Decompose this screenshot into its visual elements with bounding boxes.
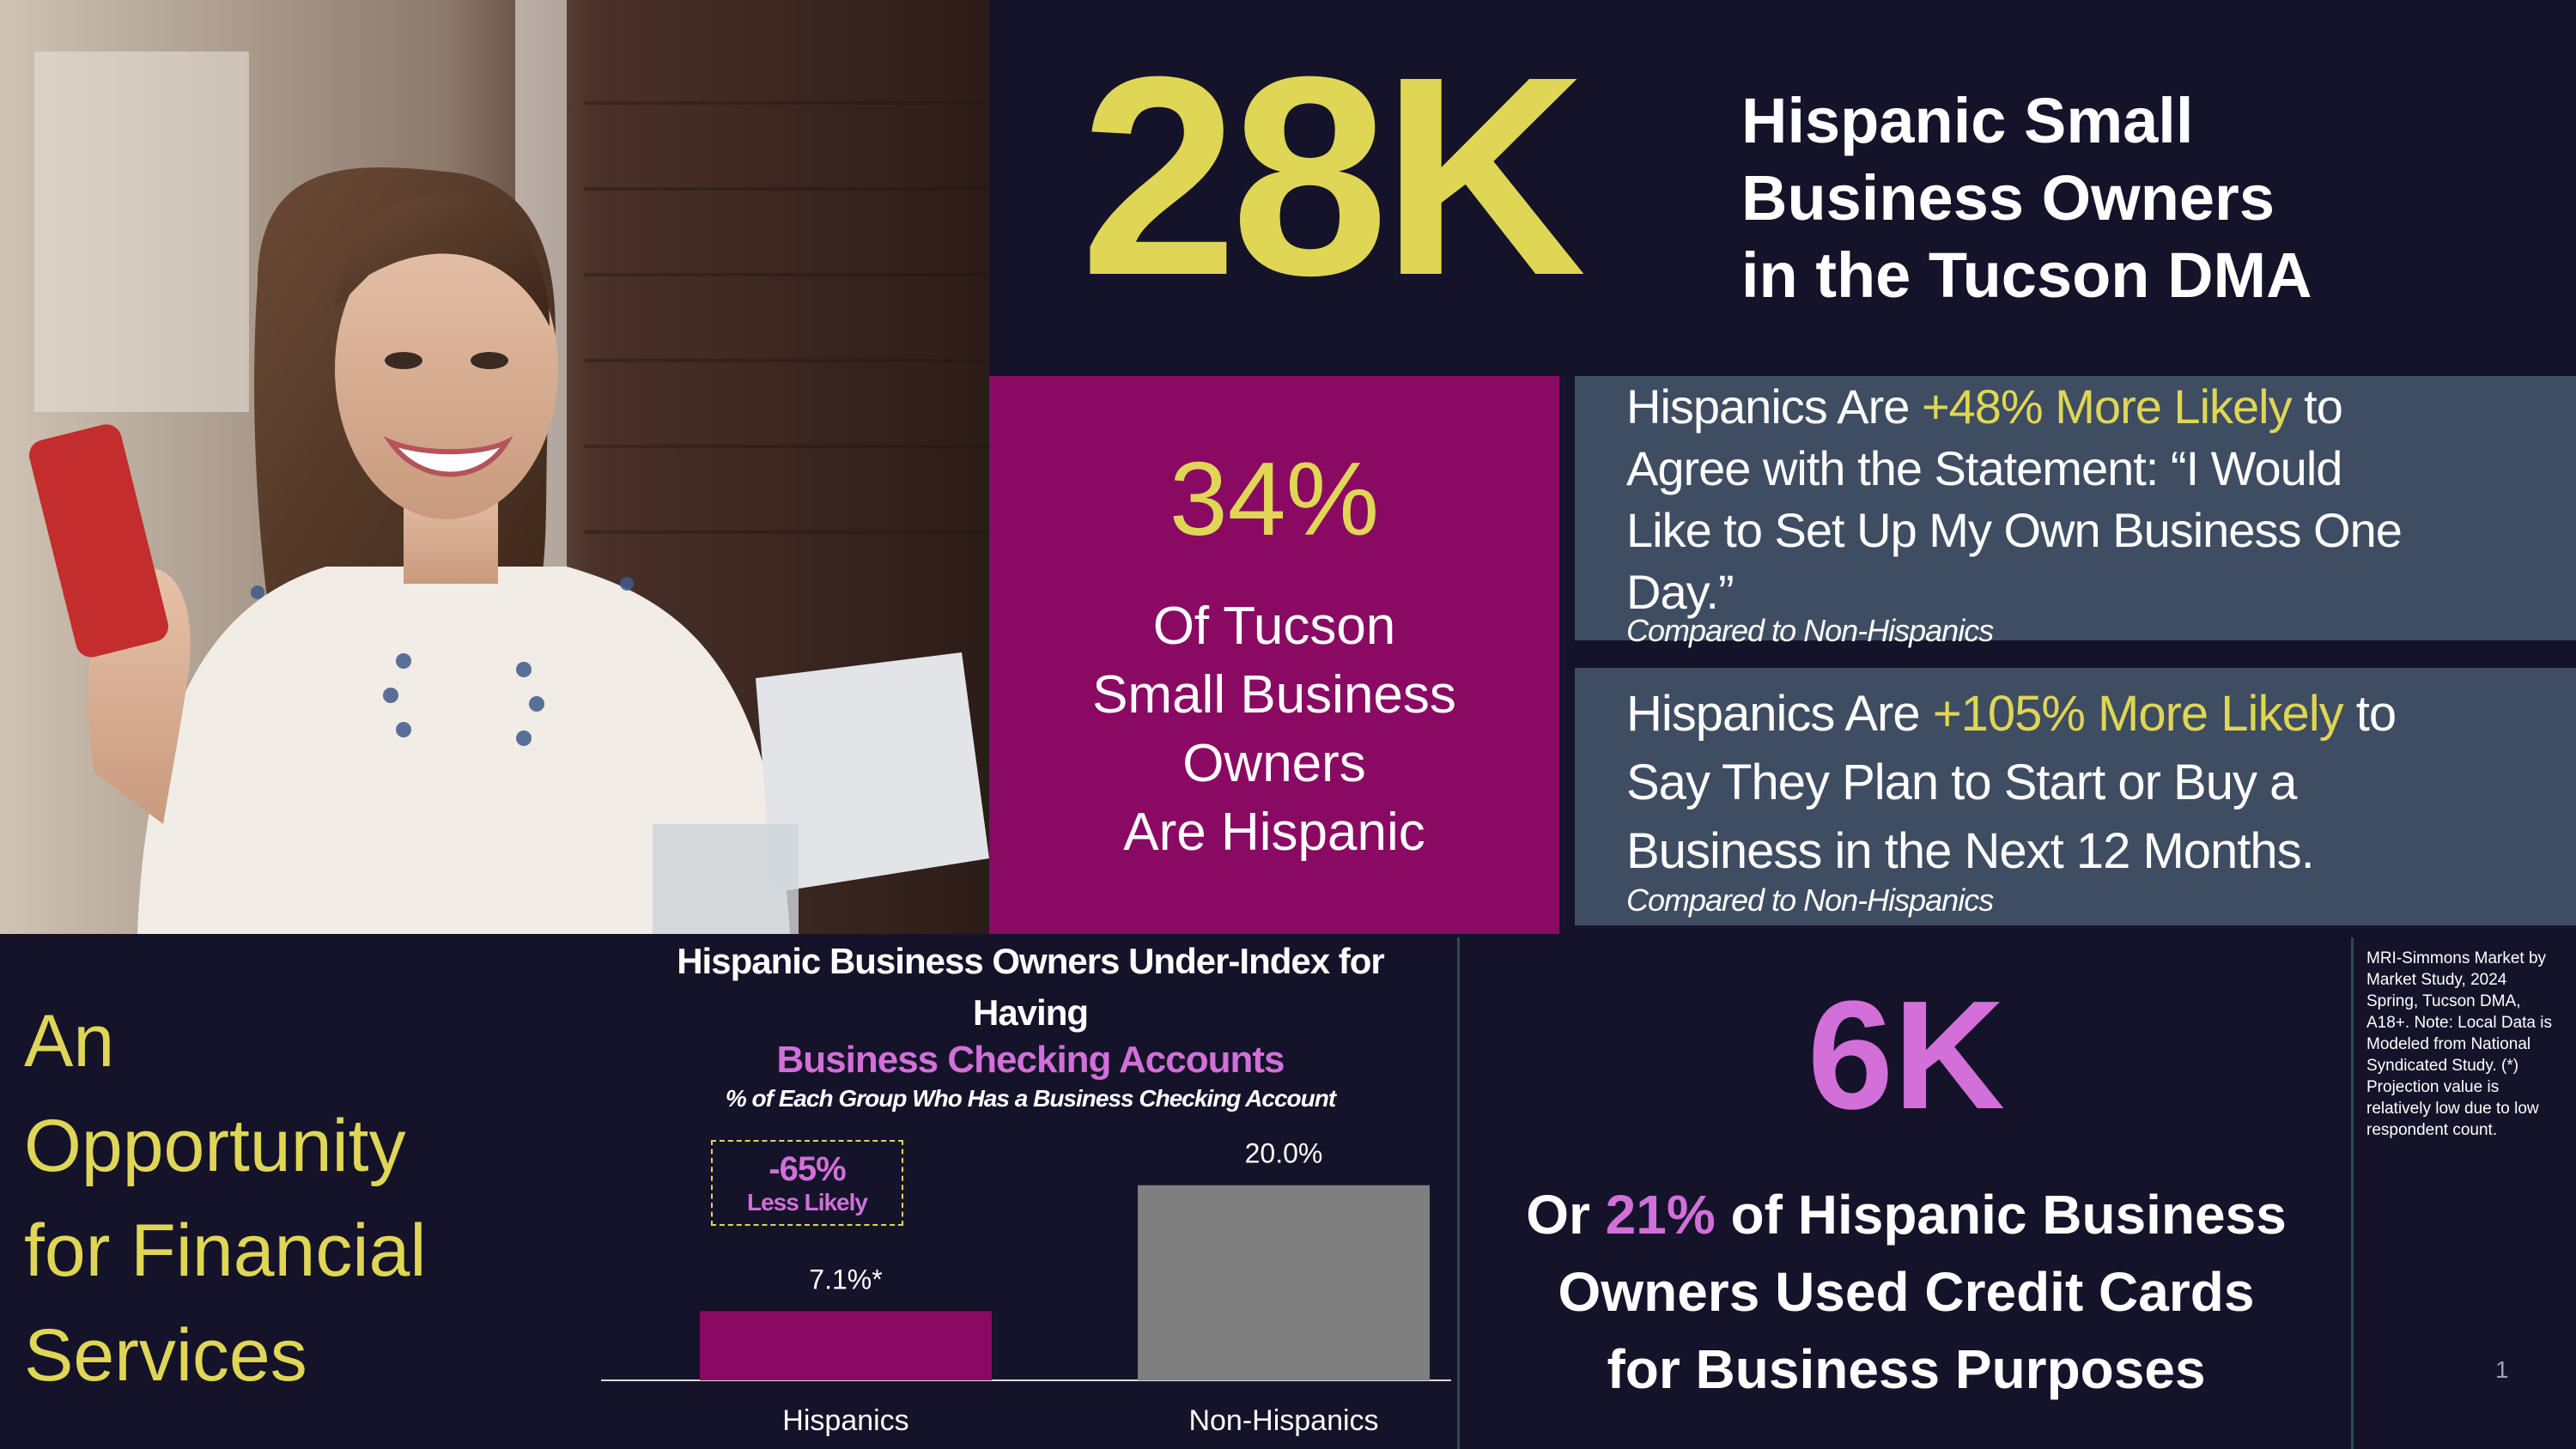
callout-value: -65% <box>769 1150 846 1188</box>
stat-line: Say They Plan to Start or Buy a <box>1626 755 2297 810</box>
stat-own-business-note: Compared to Non-Hispanics <box>1626 613 1994 648</box>
credit-card-line: for Business Purposes <box>1607 1338 2206 1400</box>
stat-panel-start-business: Hispanics Are +105% More Likely to Say T… <box>1575 668 2576 925</box>
stat-start-business-note: Compared to Non-Hispanics <box>1626 882 1994 918</box>
hispanic-share-line: Are Hispanic <box>1123 803 1425 862</box>
x-tick-label: Non-Hispanics <box>1188 1404 1378 1437</box>
stat-text-pre: Hispanics Are <box>1626 686 1933 742</box>
headline-text: Hispanic Small Business Owners in the Tu… <box>1741 82 2312 314</box>
data-label: 7.1%* <box>809 1264 882 1294</box>
headline-line: in the Tucson DMA <box>1741 239 2312 311</box>
stat-text-post: to <box>2291 379 2343 433</box>
stat-line: Agree with the Statement: “I Would <box>1626 441 2342 495</box>
credit-card-percent: 21% <box>1605 1184 1716 1246</box>
divider <box>1457 937 1460 1449</box>
stat-line: Day.” <box>1626 565 1735 619</box>
credit-card-line: Or 21% of Hispanic Business <box>1460 1176 2353 1253</box>
headline-line: Business Owners <box>1741 162 2275 233</box>
x-tick-label: Hispanics <box>782 1404 908 1437</box>
headline-line: Hispanic Small <box>1741 85 2194 156</box>
hispanic-share-text: Of Tucson Small Business Owners Are Hisp… <box>989 592 1559 867</box>
hispanic-share-panel: 34% Of Tucson Small Business Owners Are … <box>989 376 1559 934</box>
chart-caption: % of Each Group Who Has a Business Check… <box>725 1085 1336 1112</box>
opportunity-line: for Financial <box>24 1210 427 1292</box>
hispanic-share-line: Owners <box>1182 734 1366 793</box>
opportunity-line: Services <box>24 1314 307 1397</box>
stat-highlight: +105% More Likely <box>1932 686 2344 742</box>
credit-card-post: of Hispanic Business <box>1715 1184 2287 1246</box>
stat-text-post: to <box>2342 686 2397 742</box>
headline-big-number: 28K <box>1080 17 1586 334</box>
hero-photo <box>0 0 989 934</box>
woman-with-phone-illustration <box>0 0 989 934</box>
stat-start-business-text: Hispanics Are +105% More Likely to Say T… <box>1626 680 2397 886</box>
stat-line: Business in the Next 12 Months. <box>1626 823 2315 879</box>
opportunity-line: An <box>24 1000 115 1082</box>
stat-line: Like to Set Up My Own Business One <box>1626 503 2403 557</box>
stat-own-business-text: Hispanics Are +48% More Likely to Agree … <box>1626 376 2403 623</box>
page-number: 1 <box>2495 1356 2509 1383</box>
opportunity-title: An Opportunity for Financial Services <box>24 989 426 1408</box>
stat-line: Hispanics Are +48% More Likely to <box>1626 376 2402 438</box>
stat-panel-own-business: Hispanics Are +48% More Likely to Agree … <box>1575 376 2576 648</box>
data-label: 20.0% <box>1245 1138 1323 1169</box>
chart-subtitle: Business Checking Accounts <box>776 1039 1285 1081</box>
credit-card-text: Or 21% of Hispanic Business Owners Used … <box>1460 1176 2353 1408</box>
hispanic-share-line: Of Tucson <box>1152 597 1396 656</box>
hispanic-share-line: Small Business <box>1092 665 1456 724</box>
bar-hispanics <box>700 1311 992 1380</box>
less-likely-callout: -65% Less Likely <box>711 1140 903 1226</box>
chart-title-line: Having <box>972 992 1089 1033</box>
business-checking-bar-chart: 7.1%* Hispanics 20.0% Non-Hispanics <box>601 1138 1451 1437</box>
stat-text-pre: Hispanics Are <box>1626 379 1922 433</box>
source-note: MRI-Simmons Market by Market Study, 2024… <box>2366 949 2552 1139</box>
divider <box>2351 937 2354 1449</box>
credit-card-big-number: 6K <box>1807 969 2006 1142</box>
chart-title: Hispanic Business Owners Under-Index for… <box>601 936 1460 1039</box>
stat-highlight: +48% More Likely <box>1921 379 2293 433</box>
bar-non-hispanics <box>1138 1185 1430 1380</box>
stat-line: Hispanics Are +105% More Likely to <box>1626 680 2397 749</box>
opportunity-line: Opportunity <box>24 1105 406 1187</box>
chart-title-line: Hispanic Business Owners Under-Index for <box>677 941 1385 981</box>
credit-card-pre: Or <box>1526 1184 1606 1246</box>
callout-label: Less Likely <box>747 1189 868 1216</box>
credit-card-line: Owners Used Credit Cards <box>1558 1261 2255 1323</box>
hispanic-share-percent: 34% <box>1169 440 1380 557</box>
